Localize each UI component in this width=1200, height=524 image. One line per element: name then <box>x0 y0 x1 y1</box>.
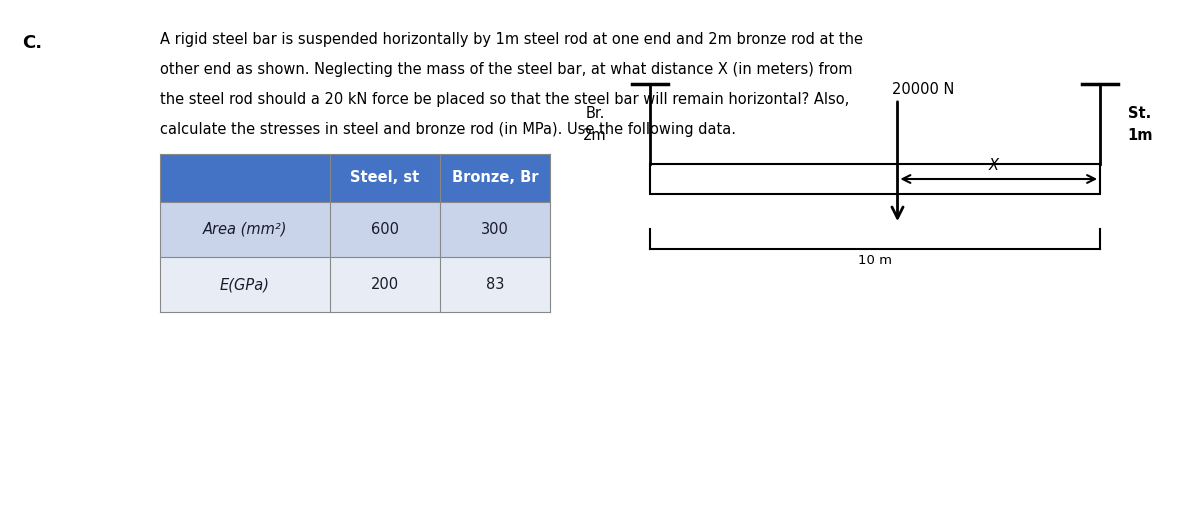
Text: St.: St. <box>1128 106 1152 122</box>
Text: the steel rod should a 20 kN force be placed so that the steel bar will remain h: the steel rod should a 20 kN force be pl… <box>160 92 850 107</box>
Bar <box>160 154 550 202</box>
Text: 200: 200 <box>371 277 400 292</box>
Text: 2m: 2m <box>583 128 607 144</box>
Text: E(GPa): E(GPa) <box>220 277 270 292</box>
Text: 1m: 1m <box>1127 128 1153 144</box>
Text: X: X <box>989 158 998 173</box>
Text: Br.: Br. <box>586 106 605 122</box>
Text: 300: 300 <box>481 222 509 237</box>
Text: other end as shown. Neglecting the mass of the steel bar, at what distance X (in: other end as shown. Neglecting the mass … <box>160 62 852 77</box>
Bar <box>160 202 550 257</box>
Text: Bronze, Br: Bronze, Br <box>451 170 539 185</box>
Text: 10 m: 10 m <box>858 254 892 267</box>
Text: 600: 600 <box>371 222 398 237</box>
Text: C.: C. <box>22 34 42 52</box>
Bar <box>160 257 550 312</box>
Text: A rigid steel bar is suspended horizontally by 1m steel rod at one end and 2m br: A rigid steel bar is suspended horizonta… <box>160 32 863 47</box>
Text: 20000 N: 20000 N <box>893 82 955 97</box>
Text: 83: 83 <box>486 277 504 292</box>
Text: Area (mm²): Area (mm²) <box>203 222 287 237</box>
Text: Steel, st: Steel, st <box>350 170 420 185</box>
Text: calculate the stresses in steel and bronze rod (in MPa). Use the following data.: calculate the stresses in steel and bron… <box>160 122 736 137</box>
Bar <box>650 164 1100 194</box>
